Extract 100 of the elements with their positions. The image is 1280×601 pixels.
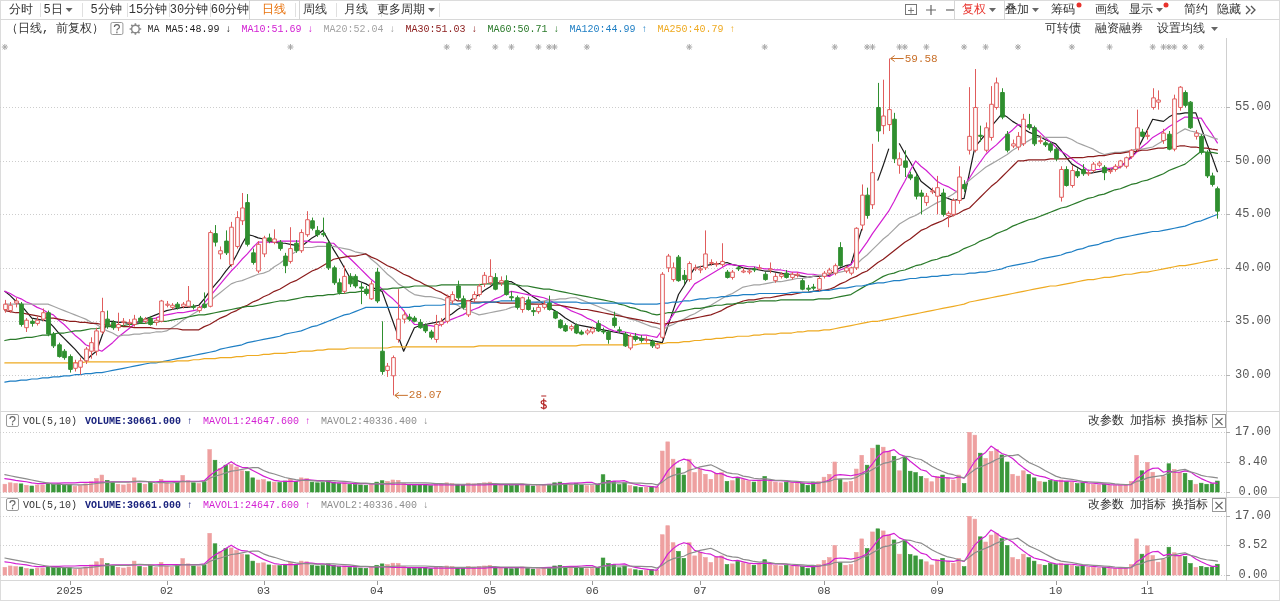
- candlestick: [191, 303, 196, 311]
- candlestick: [218, 245, 223, 260]
- y-tick-label: 8.40: [1238, 455, 1268, 470]
- y-tick-label: 30.00: [1234, 367, 1272, 382]
- bar: [1064, 564, 1069, 576]
- text: 60分钟: [210, 3, 250, 17]
- bar: [627, 568, 633, 576]
- candlestick: [660, 271, 665, 340]
- candlestick: [1108, 167, 1113, 175]
- candlestick: [1161, 128, 1166, 145]
- bar: [978, 536, 983, 576]
- candlestick: [924, 192, 929, 207]
- bar: [266, 564, 272, 576]
- text: 5分钟: [90, 3, 122, 17]
- bar: [293, 564, 298, 576]
- bar: [223, 548, 228, 576]
- candlestick: [143, 316, 148, 324]
- bar: [961, 483, 967, 493]
- bar: [202, 481, 207, 493]
- candlestick: [461, 295, 466, 311]
- candlestick: [612, 311, 617, 329]
- x-tick-label: 02: [159, 585, 174, 597]
- candlestick: [897, 151, 902, 175]
- candlestick: [617, 326, 622, 334]
- candlestick: [1145, 129, 1150, 141]
- annotation: 28.07: [408, 389, 442, 402]
- x-tick-label: 2025: [56, 585, 83, 597]
- bar: [724, 481, 730, 493]
- bar: [212, 459, 218, 493]
- chart-title: VOL(5,10): [23, 415, 78, 427]
- candlestick: [860, 183, 865, 231]
- bar: [875, 528, 880, 576]
- bar: [1064, 481, 1069, 493]
- text: MA60:50.71 ↓: [487, 23, 560, 35]
- bar: [735, 561, 740, 576]
- text: MAVOL1:24647.600 ↑: [203, 415, 312, 427]
- bar: [498, 484, 503, 493]
- candlestick: [962, 179, 967, 193]
- candlestick: [41, 307, 46, 322]
- candlestick: [267, 233, 272, 244]
- y-tick-label: 50.00: [1234, 153, 1272, 168]
- candlestick: [784, 269, 789, 280]
- x-tick-label: 07: [693, 585, 707, 597]
- x-tick-label: 05: [483, 585, 497, 597]
- text: MAVOL2:40336.400 ↓: [321, 499, 430, 511]
- bar: [1069, 564, 1074, 576]
- bar: [940, 558, 945, 576]
- candlestick: [1102, 164, 1107, 181]
- candlestick: [504, 274, 509, 297]
- bar: [644, 569, 649, 576]
- line-series: [4, 213, 1218, 383]
- bar: [940, 474, 945, 493]
- bar: [191, 565, 196, 576]
- text: 隐藏: [1217, 3, 1241, 17]
- candlestick: [375, 267, 380, 304]
- bar: [29, 568, 34, 576]
- bar: [757, 480, 762, 493]
- candlestick: [553, 310, 558, 320]
- bar: [288, 478, 293, 493]
- x-tick-label: 09: [930, 585, 944, 597]
- candlestick: [941, 188, 946, 218]
- line-series: [4, 453, 1218, 486]
- candlestick: [1129, 148, 1134, 160]
- candlestick: [752, 266, 757, 273]
- x-tick-label: 10: [1049, 585, 1063, 597]
- bar: [218, 551, 223, 576]
- x-tick-label: 03: [256, 585, 271, 597]
- bar: [627, 485, 633, 493]
- bar: [29, 485, 34, 493]
- text: 周线: [303, 3, 327, 17]
- text: 改参数: [1088, 498, 1124, 512]
- candlestick: [531, 306, 536, 317]
- candlestick: [547, 295, 552, 312]
- text: MA5:48.99 ↓: [165, 23, 232, 35]
- bar: [24, 484, 29, 493]
- candlestick: [1059, 165, 1064, 203]
- candlestick: [1005, 130, 1010, 153]
- candlestick: [865, 187, 870, 220]
- candlestick: [1070, 164, 1075, 189]
- text: 更多周期: [377, 3, 425, 17]
- candlestick: [1140, 128, 1145, 138]
- text: 15分钟: [128, 3, 168, 17]
- bar: [18, 566, 24, 576]
- text: 30分钟: [169, 3, 209, 17]
- bar: [838, 478, 843, 493]
- text: 简约: [1184, 3, 1208, 17]
- bar: [191, 482, 196, 493]
- text: MA120:44.99 ↑: [569, 23, 648, 35]
- line-series: [4, 537, 1218, 569]
- bar: [272, 564, 277, 576]
- candlestick: [19, 301, 24, 328]
- bar: [142, 483, 148, 493]
- candlestick: [272, 228, 277, 245]
- bar: [137, 482, 142, 493]
- text: MA20:52.04 ↓: [323, 23, 396, 35]
- bar: [272, 481, 277, 493]
- bar: [1037, 564, 1042, 576]
- candlestick: [978, 125, 983, 143]
- text: 设置均线: [1157, 22, 1205, 36]
- candlestick: [30, 318, 35, 328]
